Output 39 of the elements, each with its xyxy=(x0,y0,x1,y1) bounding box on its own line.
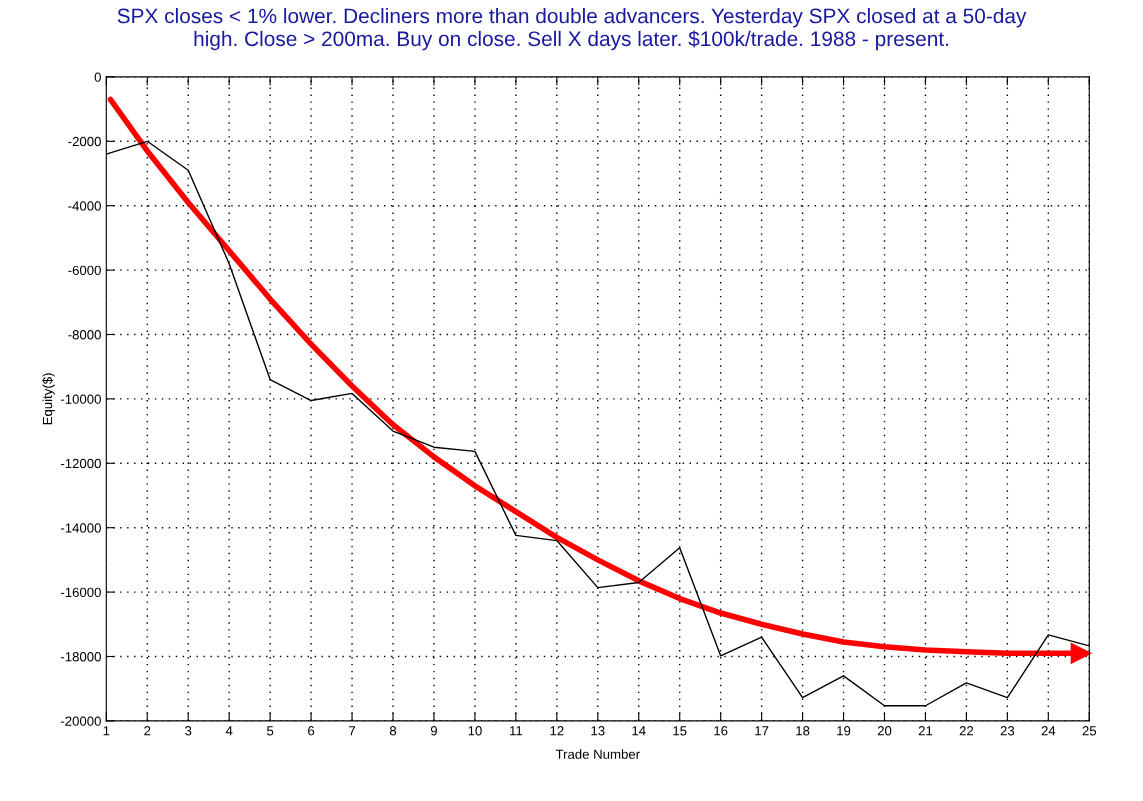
x-tick-label: 20 xyxy=(877,726,892,736)
chart-title: SPX closes < 1% lower. Decliners more than double advancers. Yesterday SPX closed at a 50-day high. Close > 200ma. Buy on close. Sell X days later. $100k/trade. 1988 - present. xyxy=(117,8,1027,51)
x-tick-label: 1 xyxy=(103,726,110,736)
x-tick-label: 7 xyxy=(349,726,356,736)
x-tick-label: 23 xyxy=(1000,726,1015,736)
y-tick-label: -4000 xyxy=(68,201,101,211)
x-tick-label: 15 xyxy=(673,726,687,736)
x-tick-label: 13 xyxy=(591,726,605,736)
x-tick-label: 10 xyxy=(468,726,482,736)
x-tick-label: 14 xyxy=(632,726,646,736)
x-tick-label: 18 xyxy=(796,726,810,736)
y-tick-label: -8000 xyxy=(68,330,101,340)
x-tick-label: 2 xyxy=(144,726,151,736)
y-tick-label: -14000 xyxy=(60,523,101,533)
x-tick-label: 24 xyxy=(1041,726,1056,736)
y-tick-label: -2000 xyxy=(68,136,101,147)
y-tick-label: -10000 xyxy=(60,394,101,404)
x-tick-label: 21 xyxy=(918,726,933,736)
y-tick-label: -18000 xyxy=(60,652,101,662)
y-tick-label: -6000 xyxy=(68,265,101,276)
x-tick-label: 25 xyxy=(1082,726,1097,736)
x-tick-label: 16 xyxy=(714,726,728,736)
y-tick-label: -16000 xyxy=(60,587,101,598)
y-tick-label: -12000 xyxy=(60,458,101,469)
x-tick-label: 19 xyxy=(837,726,851,736)
x-tick-label: 17 xyxy=(755,726,769,736)
x-tick-label: 8 xyxy=(389,726,397,736)
x-tick-label: 11 xyxy=(510,726,523,736)
x-tick-label: 6 xyxy=(308,726,315,736)
y-tick-label: -20000 xyxy=(60,716,101,726)
y-tick-label: 0 xyxy=(94,72,101,82)
y-axis-title: Equity($) xyxy=(42,373,55,425)
x-tick-label: 5 xyxy=(266,726,274,736)
x-axis-title: Trade Number xyxy=(555,749,640,759)
x-tick-label: 12 xyxy=(550,726,564,736)
x-tick-label: 22 xyxy=(959,726,974,736)
x-tick-label: 3 xyxy=(185,726,192,736)
x-tick-label: 9 xyxy=(430,726,437,736)
x-tick-label: 4 xyxy=(225,726,233,736)
